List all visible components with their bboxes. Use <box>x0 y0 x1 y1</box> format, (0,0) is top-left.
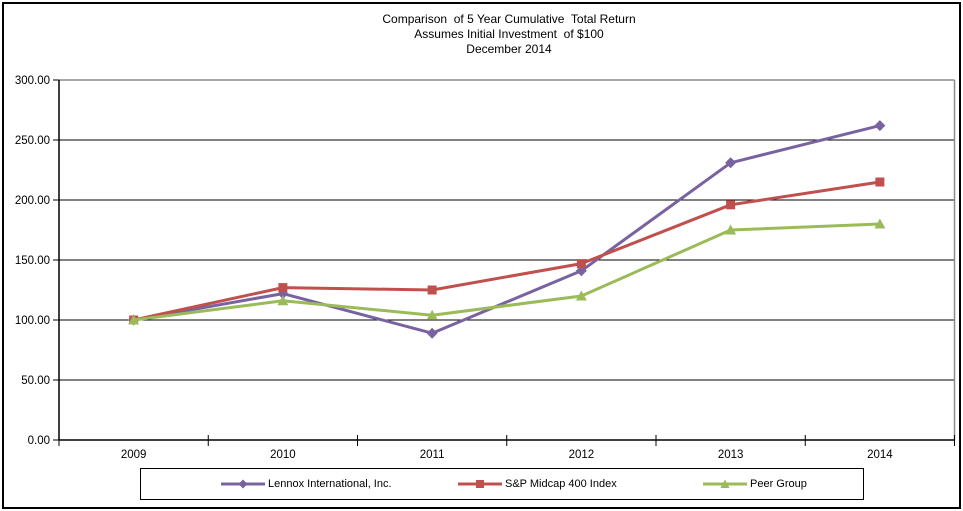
series-point-s-p-midcap-400-index <box>278 283 288 293</box>
series-point-peer-group <box>575 290 587 301</box>
diamond-icon <box>238 479 248 489</box>
legend-entry-lennox-international-inc: Lennox International, Inc. <box>221 469 392 499</box>
y-axis-label: 0.00 <box>28 435 50 447</box>
legend-label: S&P Midcap 400 Index <box>505 478 617 490</box>
legend-marker-diamond-icon <box>221 479 265 489</box>
legend-entry-sp-midcap-400-index: S&P Midcap 400 Index <box>458 469 617 499</box>
series-point-peer-group <box>426 309 438 320</box>
x-axis-label: 2013 <box>718 449 744 461</box>
series-point-peer-group <box>277 295 289 306</box>
series-point-lennox-international-inc <box>426 327 438 339</box>
series-point-s-p-midcap-400-index <box>726 200 736 210</box>
legend-label: Lennox International, Inc. <box>268 478 392 490</box>
series-point-peer-group <box>874 218 886 229</box>
x-axis-label: 2014 <box>867 449 893 461</box>
series-point-s-p-midcap-400-index <box>576 259 586 269</box>
series-point-peer-group <box>725 224 737 235</box>
y-axis-label: 50.00 <box>21 375 50 387</box>
y-axis-label: 100.00 <box>15 315 50 327</box>
chart-title-line-3: December 2014 <box>466 42 552 56</box>
series-point-s-p-midcap-400-index <box>875 177 885 187</box>
chart-title-line-2: Assumes Initial Investment of $100 <box>414 27 604 41</box>
y-axis-label: 200.00 <box>15 195 50 207</box>
y-axis-label: 300.00 <box>15 75 50 87</box>
legend-entry-peer-group: Peer Group <box>703 469 807 499</box>
series-point-lennox-international-inc <box>874 120 886 132</box>
x-axis-label: 2010 <box>270 449 296 461</box>
triangle-icon <box>720 479 730 488</box>
legend-marker-square-icon <box>458 480 502 488</box>
legend-label: Peer Group <box>750 478 807 490</box>
square-icon <box>476 480 484 488</box>
chart-title: Comparison of 5 Year Cumulative Total Re… <box>61 12 957 57</box>
y-axis-label: 250.00 <box>15 135 50 147</box>
x-axis-label: 2011 <box>420 449 445 461</box>
x-axis-label: 2012 <box>569 449 595 461</box>
series-point-lennox-international-inc <box>725 157 737 169</box>
x-axis-label: 2009 <box>121 449 147 461</box>
series-point-s-p-midcap-400-index <box>427 285 437 295</box>
series-line-s-p-midcap-400-index <box>133 180 881 322</box>
series-line-lennox-international-inc <box>133 124 881 335</box>
chart-title-line-1: Comparison of 5 Year Cumulative Total Re… <box>382 12 636 26</box>
legend: Lennox International, Inc. S&P Midcap 40… <box>140 468 864 500</box>
series-point-peer-group <box>128 314 140 325</box>
y-axis-label: 150.00 <box>15 255 50 267</box>
plot-area: 0.00 50.00 100.00 150.00 200.00 250.00 300.00 2… <box>15 75 956 461</box>
legend-marker-triangle-icon <box>703 479 747 488</box>
series-line-peer-group <box>133 222 880 322</box>
